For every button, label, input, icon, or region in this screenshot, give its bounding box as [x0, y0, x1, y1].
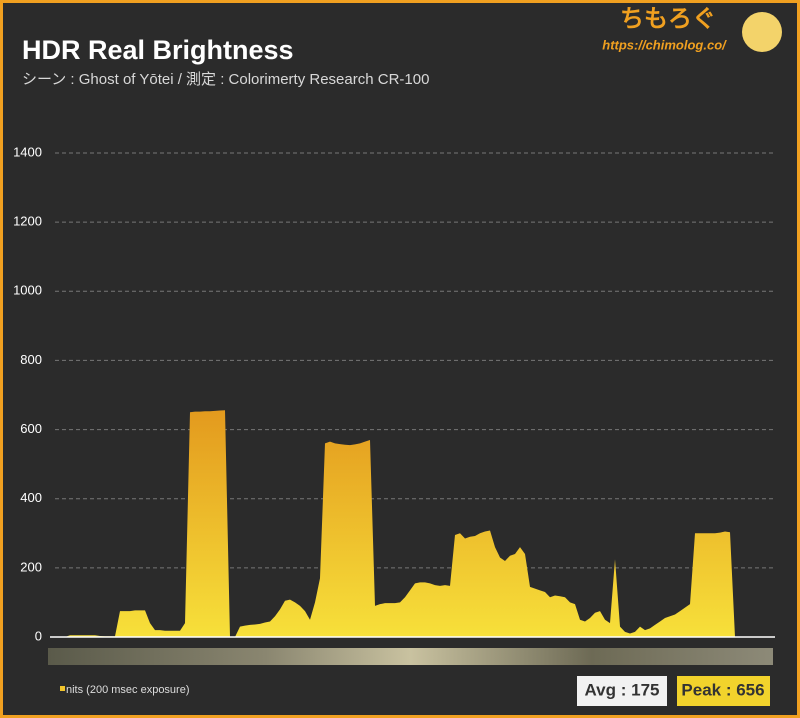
y-tick-label: 800	[20, 352, 42, 367]
logo-url: https://chimolog.co/	[602, 37, 727, 52]
y-tick-label: 400	[20, 490, 42, 505]
y-tick-label: 0	[35, 628, 42, 643]
chart-subtitle: シーン : Ghost of Yōtei / 測定 : Colorimerty …	[22, 71, 429, 88]
thumbnail-strip	[48, 648, 773, 665]
y-tick-label: 600	[20, 421, 42, 436]
y-tick-label: 1400	[13, 144, 42, 159]
legend-label: nits (200 msec exposure)	[66, 684, 190, 696]
peak-label: Peak : 656	[681, 680, 764, 699]
logo-mascot	[742, 12, 782, 52]
area	[55, 410, 775, 637]
y-tick-label: 1000	[13, 283, 42, 298]
legend-swatch	[60, 686, 65, 691]
chart-title: HDR Real Brightness	[22, 35, 294, 65]
y-tick-label: 200	[20, 559, 42, 574]
y-tick-label: 1200	[13, 214, 42, 229]
avg-box	[577, 676, 667, 706]
peak-box	[677, 676, 770, 706]
logo: ちもろぐ	[620, 5, 716, 32]
avg-label: Avg : 175	[585, 680, 660, 699]
